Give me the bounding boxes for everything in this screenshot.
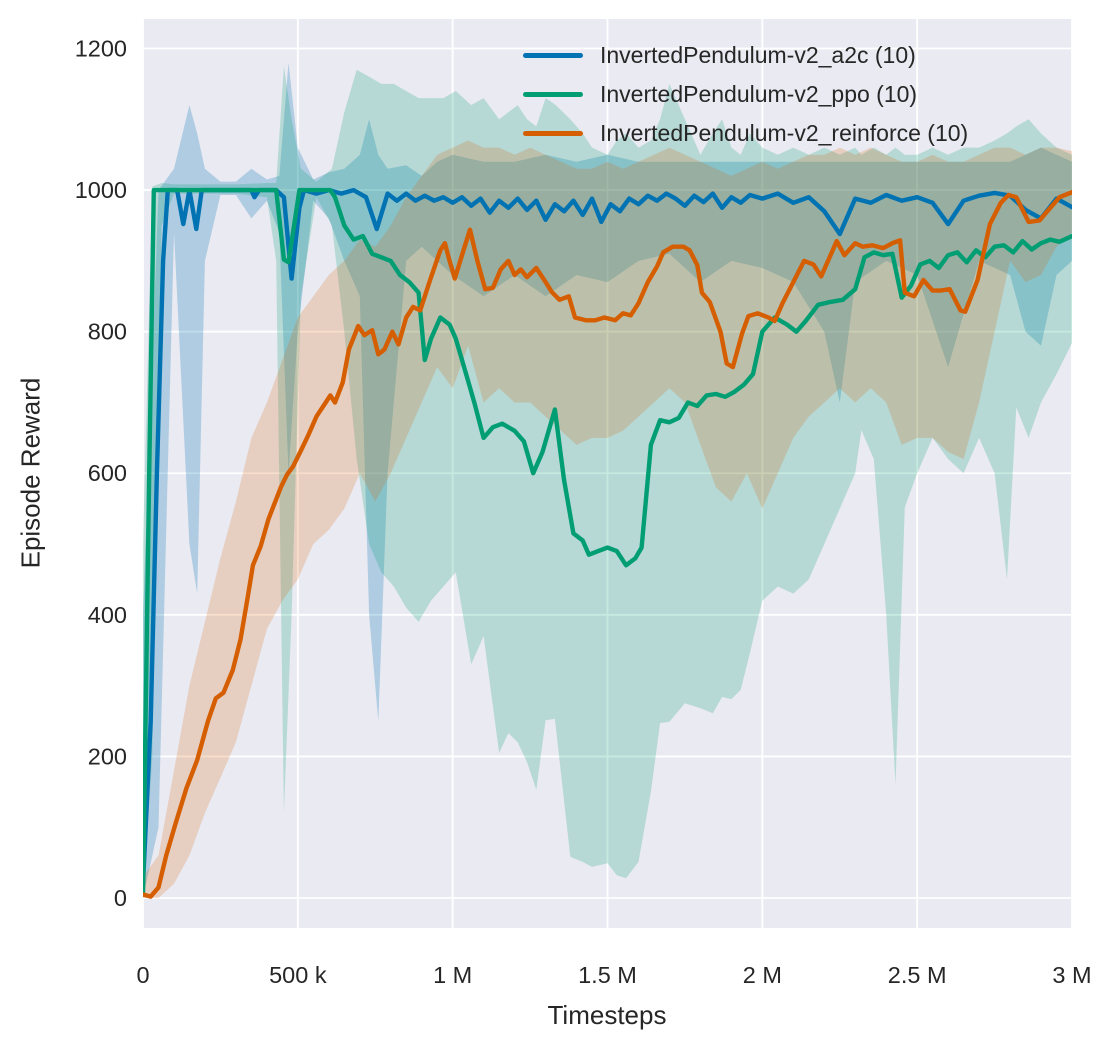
mean-lines bbox=[143, 187, 1072, 899]
y-tick-label: 600 bbox=[88, 460, 127, 486]
legend-item-2: InvertedPendulum-v2_reinforce (10) bbox=[523, 120, 968, 146]
x-tick-label: 0 bbox=[136, 962, 149, 988]
band-series-1 bbox=[143, 66, 1072, 898]
x-tick-label: 2.5 M bbox=[888, 962, 947, 988]
tick-labels: 0 200 400 600 800 1000 1200 0 500 k 1 M 1.5 M 2 M 2.… bbox=[75, 35, 1092, 988]
legend-swatch-icon bbox=[523, 52, 583, 58]
y-tick-label: 1200 bbox=[75, 35, 127, 61]
x-tick-label: 2 M bbox=[743, 962, 782, 988]
y-axis-label: Episode Reward bbox=[15, 377, 46, 569]
line-series-2 bbox=[143, 189, 1072, 899]
y-tick-label: 200 bbox=[88, 743, 127, 769]
legend-label: InvertedPendulum-v2_reinforce (10) bbox=[600, 119, 969, 146]
legend-item-0: InvertedPendulum-v2_a2c (10) bbox=[523, 42, 968, 68]
y-tick-label: 800 bbox=[88, 319, 127, 345]
y-tick-label: 1000 bbox=[75, 177, 127, 203]
x-tick-label: 1.5 M bbox=[578, 962, 637, 988]
legend-item-1: InvertedPendulum-v2_ppo (10) bbox=[523, 81, 968, 107]
x-tick-label: 1 M bbox=[433, 962, 472, 988]
confidence-bands bbox=[143, 62, 1072, 898]
legend-swatch-icon bbox=[523, 91, 583, 97]
legend-label: InvertedPendulum-v2_a2c (10) bbox=[600, 41, 916, 68]
legend-label: InvertedPendulum-v2_ppo (10) bbox=[600, 80, 918, 107]
y-tick-label: 0 bbox=[114, 885, 127, 911]
legend: InvertedPendulum-v2_a2c (10) InvertedPend… bbox=[523, 42, 968, 146]
band-series-2 bbox=[143, 140, 1072, 898]
band-series-0 bbox=[143, 62, 1072, 898]
x-tick-label: 3 M bbox=[1052, 962, 1091, 988]
gridlines bbox=[142, 19, 1073, 928]
line-series-1 bbox=[143, 187, 1072, 897]
x-axis-label: Timesteps bbox=[547, 1000, 667, 1030]
legend-swatch-icon bbox=[523, 130, 583, 136]
x-tick-label: 500 k bbox=[269, 962, 327, 988]
y-tick-label: 400 bbox=[88, 602, 127, 628]
